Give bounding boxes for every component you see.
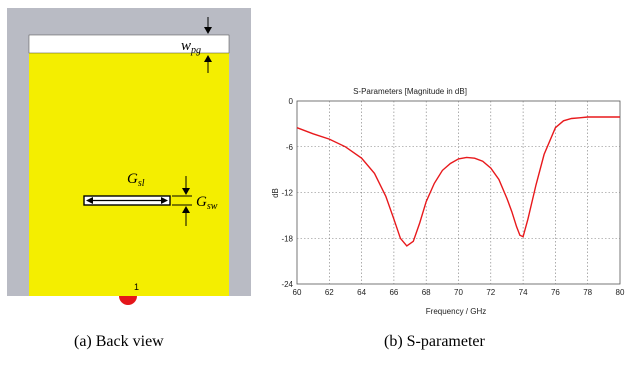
series-line-s11 [296, 116, 620, 247]
x-tick-label: 62 [325, 288, 334, 297]
x-tick-label: 72 [486, 288, 495, 297]
gsl-arrow-left [86, 197, 93, 204]
x-tick-label: 64 [357, 288, 366, 297]
x-tick-label: 68 [422, 288, 431, 297]
y-tick-label: -6 [286, 143, 294, 152]
gsw-arrow-bottom [182, 206, 190, 213]
chart-title: S-Parameters [Magnitude in dB] [353, 87, 467, 96]
gsw-arrow-top [182, 188, 190, 195]
x-tick-label: 74 [519, 288, 528, 297]
x-tick-label: 66 [389, 288, 398, 297]
gsl-label: Gsl [127, 171, 145, 189]
x-tick-label: 78 [583, 288, 592, 297]
s-parameter-chart: S-Parameters [Magnitude in dB] 60 62 64 66 6… [271, 87, 625, 316]
x-tick-label: 70 [454, 288, 463, 297]
wpg-arrow-bottom [204, 55, 212, 62]
x-axis-label: Frequency / GHz [426, 307, 486, 316]
port-number: 1 [134, 282, 139, 292]
ground-strip [28, 34, 230, 54]
y-axis-label: dB [271, 188, 280, 198]
x-tick-label: 80 [616, 288, 625, 297]
y-tick-label: 0 [289, 97, 294, 106]
caption-b: (b) S-parameter [384, 333, 485, 350]
port-marker [119, 296, 137, 305]
antenna-back-view: wpg Gsl Gsw 1 [7, 8, 251, 305]
y-tick-label: -24 [281, 280, 293, 289]
gsl-arrow-right [161, 197, 168, 204]
y-tick-labels: 0 -6 -12 -18 -24 [281, 97, 293, 289]
y-tick-label: -12 [281, 189, 293, 198]
substrate-yellow [29, 53, 229, 296]
x-tick-labels: 60 62 64 66 68 70 72 74 76 78 80 [293, 288, 625, 297]
grid [297, 101, 620, 284]
gsw-label: Gsw [196, 194, 218, 212]
x-tick-label: 60 [293, 288, 302, 297]
wpg-arrow-top [204, 27, 212, 34]
y-tick-label: -18 [281, 234, 293, 243]
caption-a: (a) Back view [74, 333, 164, 350]
wpg-label: wpg [181, 38, 201, 56]
x-tick-label: 76 [551, 288, 560, 297]
